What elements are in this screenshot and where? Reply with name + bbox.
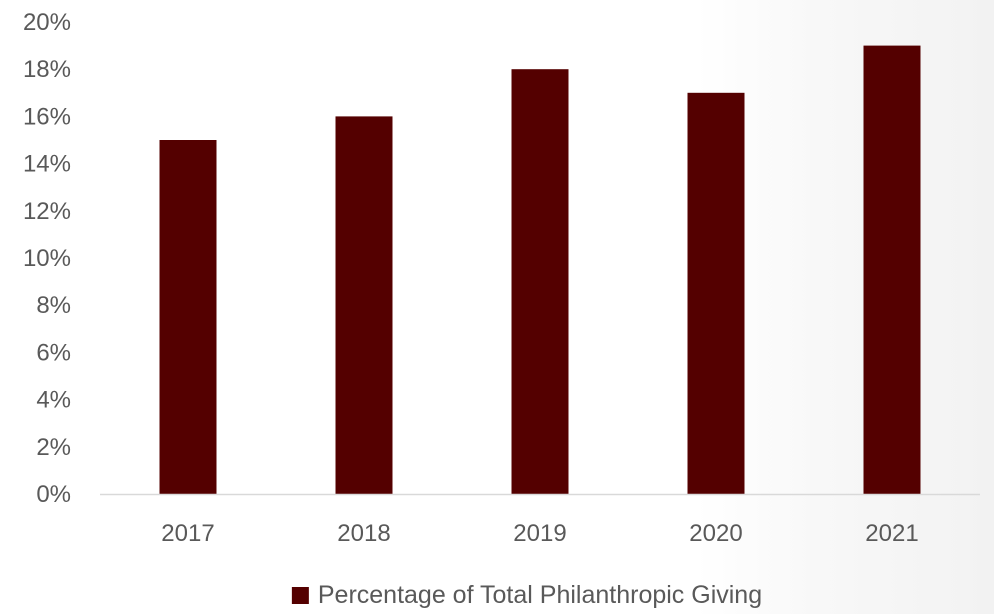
y-tick-label: 0%	[36, 481, 71, 508]
y-axis-labels: 0% 2% 4% 6% 8% 10% 12% 14% 16% 18% 20%	[23, 9, 71, 508]
x-tick-label: 2019	[513, 520, 566, 547]
bar-2021	[863, 45, 921, 494]
x-tick-label: 2018	[337, 520, 390, 547]
x-axis-labels: 2017 2018 2019 2020 2021	[161, 520, 918, 547]
x-tick-label: 2020	[689, 520, 742, 547]
y-tick-label: 4%	[36, 387, 71, 414]
legend-label: Percentage of Total Philanthropic Giving	[318, 581, 762, 609]
bars	[159, 45, 921, 495]
bar-2019	[511, 69, 569, 494]
x-tick-label: 2017	[161, 520, 214, 547]
bar-2017	[159, 140, 217, 494]
legend: Percentage of Total Philanthropic Giving	[291, 581, 762, 609]
y-tick-label: 8%	[36, 292, 71, 319]
bar-2020	[687, 92, 745, 495]
y-tick-label: 14%	[23, 151, 71, 178]
y-tick-label: 20%	[23, 9, 71, 36]
bar-2018	[335, 116, 393, 495]
y-tick-label: 18%	[23, 56, 71, 83]
y-tick-label: 6%	[36, 339, 71, 366]
y-tick-label: 10%	[23, 245, 71, 272]
y-tick-label: 12%	[23, 198, 71, 225]
x-tick-label: 2021	[865, 520, 918, 547]
y-tick-label: 16%	[23, 103, 71, 130]
y-tick-label: 2%	[36, 434, 71, 461]
legend-swatch	[291, 587, 309, 604]
